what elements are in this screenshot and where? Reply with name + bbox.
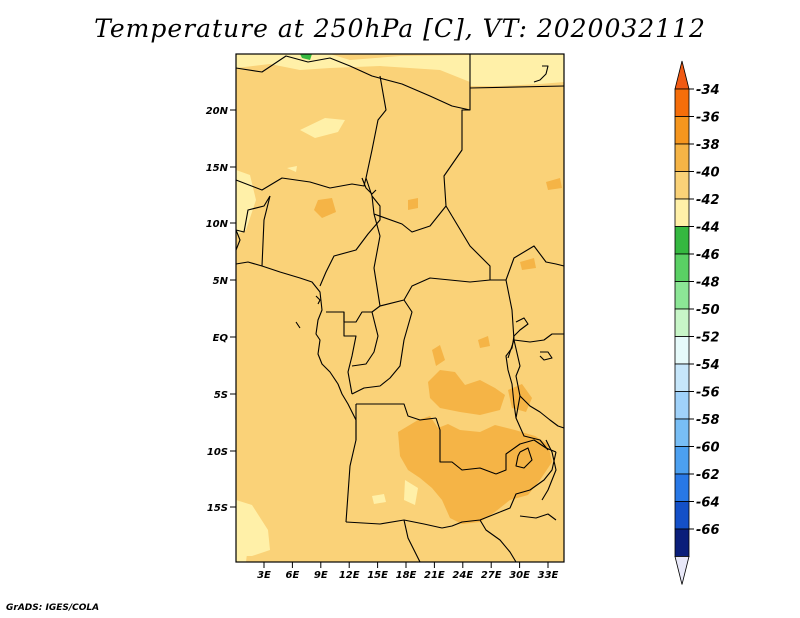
map-title: Temperature at 250hPa [C], VT: 202003211… — [94, 14, 706, 43]
colorbar-band — [674, 363, 690, 392]
colorbar-band — [674, 171, 690, 200]
country-boundaries — [235, 54, 565, 563]
lat-tick-label: 15S — [207, 503, 228, 514]
cool-temperature-regions — [236, 54, 564, 562]
lat-tick-label: EQ — [213, 333, 229, 344]
lon-tick-label: 21E — [424, 570, 445, 581]
colorbar-band — [674, 308, 690, 337]
lon-tick-label: 27E — [481, 570, 502, 581]
colorbar-band — [674, 418, 690, 447]
lon-tick-label: 6E — [286, 570, 300, 581]
colorbar-band — [674, 143, 690, 172]
colorbar-bottom-arrow — [674, 556, 690, 585]
colorbar-band — [674, 391, 690, 420]
colorbar-label: -52 — [696, 331, 720, 346]
colorbar-band — [674, 88, 690, 117]
colorbar-label: -38 — [696, 138, 720, 153]
colorbar-label: -58 — [696, 413, 720, 428]
lon-tick-label: 9E — [314, 570, 328, 581]
colorbar-label: -54 — [696, 358, 720, 373]
colorbar-label: -60 — [696, 441, 720, 456]
colorbar-band — [674, 116, 690, 145]
map-frame — [235, 53, 565, 563]
lon-tick-label: 30E — [509, 570, 530, 581]
lon-tick-label: 3E — [257, 570, 271, 581]
colorbar-band — [674, 528, 690, 557]
colorbar-label: -36 — [696, 111, 720, 126]
lat-tick-label: 20N — [206, 106, 229, 117]
lon-tick-label: 24E — [452, 570, 473, 581]
colorbar-label: -44 — [696, 221, 720, 236]
colorbar-band — [674, 446, 690, 475]
map-panel: 20N 15N 10N 5N EQ 5S 10S 15S 3E 6E 9E 12E 15E 18E 21E… — [206, 53, 565, 581]
lon-tick-label: 33E — [538, 570, 559, 581]
colorbar-band — [674, 336, 690, 365]
lon-tick-label: 18E — [396, 570, 417, 581]
colorbar-band — [674, 226, 690, 255]
colorbar-label: -56 — [696, 386, 720, 401]
colorbar-label: -48 — [696, 276, 720, 291]
colorbar-label: -46 — [696, 248, 720, 263]
lat-tick-label: 10S — [207, 447, 228, 458]
lat-tick-label: 5N — [213, 276, 229, 287]
colorbar-label: -64 — [696, 496, 720, 511]
colorbar-band — [674, 253, 690, 282]
colorbar-band — [674, 198, 690, 227]
cold-spot-region — [300, 54, 312, 60]
colorbar-label: -66 — [696, 523, 720, 538]
colorbar-label: -62 — [696, 468, 720, 483]
colorbar-label: -50 — [696, 303, 720, 318]
color-legend: -34 -36 -38 -40 -42 -44 -46 -48 -50 -52 -54 -56 -58 -… — [674, 60, 720, 585]
colorbar-label: -40 — [696, 166, 720, 181]
colorbar-band — [674, 281, 690, 310]
lon-tick-label: 12E — [339, 570, 360, 581]
warm-temperature-regions — [314, 178, 562, 524]
latitude-axis: 20N 15N 10N 5N EQ 5S 10S 15S — [206, 106, 236, 514]
colorbar-label: -34 — [696, 83, 720, 98]
colorbar-band — [674, 501, 690, 530]
colorbar-top-arrow — [674, 60, 690, 90]
longitude-axis: 3E 6E 9E 12E 15E 18E 21E 24E 27E 30E 33E — [257, 562, 559, 581]
lat-tick-label: 10N — [206, 219, 229, 230]
colorbar-band — [674, 473, 690, 502]
lon-tick-label: 15E — [367, 570, 388, 581]
credit-label: GrADS: IGES/COLA — [6, 603, 100, 613]
colorbar-label: -42 — [696, 193, 720, 208]
lat-tick-label: 15N — [206, 163, 229, 174]
lat-tick-label: 5S — [214, 390, 228, 401]
